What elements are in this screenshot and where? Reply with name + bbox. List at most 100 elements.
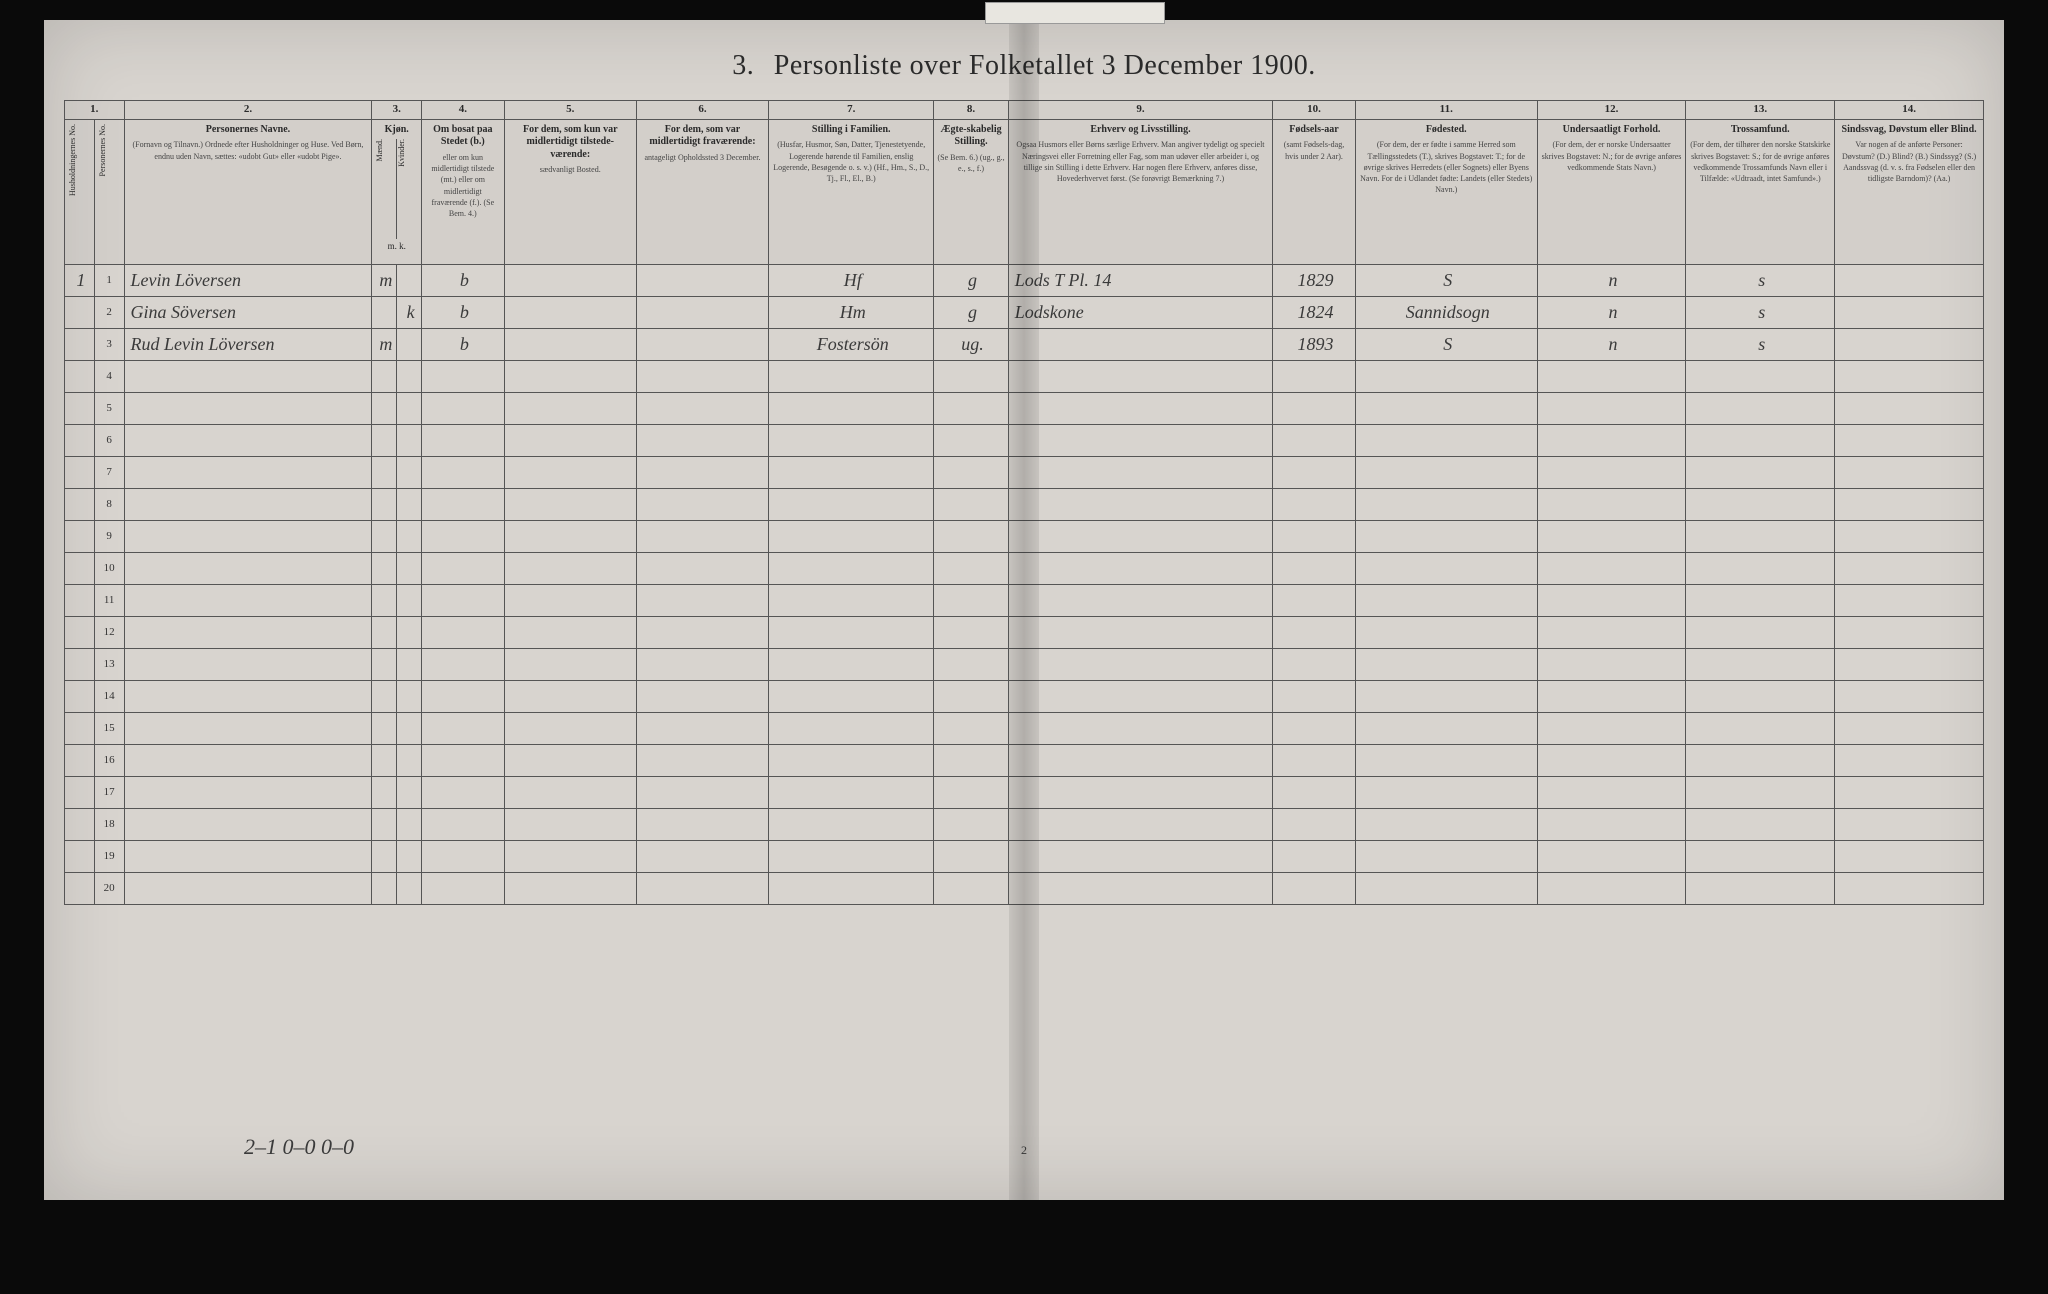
cell-sex-m bbox=[372, 392, 397, 424]
cell-nationality bbox=[1537, 648, 1686, 680]
cell-sex-m bbox=[372, 744, 397, 776]
cell-household-no bbox=[65, 680, 95, 712]
cell-temp-present bbox=[504, 264, 636, 296]
cell-disability bbox=[1835, 744, 1984, 776]
cell-occupation bbox=[1008, 520, 1272, 552]
cell-sex-k bbox=[397, 616, 422, 648]
cell-temp-absent bbox=[636, 488, 768, 520]
cell-nationality bbox=[1537, 488, 1686, 520]
census-form-page: 3. Personliste over Folketallet 3 Decemb… bbox=[44, 20, 2004, 1200]
cell-family-pos: Fostersön bbox=[769, 328, 934, 360]
cell-sex-k bbox=[397, 712, 422, 744]
cell-person-no: 18 bbox=[94, 808, 124, 840]
cell-person-no: 16 bbox=[94, 744, 124, 776]
cell-religion bbox=[1686, 616, 1835, 648]
cell-temp-absent bbox=[636, 296, 768, 328]
hdr-sex: Kjøn. Mænd. Kvinder. m. k. bbox=[372, 119, 422, 264]
colnum-12: 12. bbox=[1537, 101, 1686, 120]
cell-marital bbox=[934, 616, 1008, 648]
hdr-disability: Sindssvag, Døvstum eller Blind. Var noge… bbox=[1835, 119, 1984, 264]
cell-person-no: 5 bbox=[94, 392, 124, 424]
table-row: 17 bbox=[65, 776, 1984, 808]
cell-sex-k bbox=[397, 520, 422, 552]
cell-residence: b bbox=[422, 296, 505, 328]
cell-disability bbox=[1835, 776, 1984, 808]
cell-disability bbox=[1835, 264, 1984, 296]
cell-household-no bbox=[65, 712, 95, 744]
cell-marital bbox=[934, 456, 1008, 488]
cell-occupation bbox=[1008, 712, 1272, 744]
cell-residence bbox=[422, 456, 505, 488]
cell-nationality: n bbox=[1537, 328, 1686, 360]
cell-birthyear: 1824 bbox=[1273, 296, 1356, 328]
cell-residence bbox=[422, 616, 505, 648]
cell-family-pos bbox=[769, 712, 934, 744]
cell-birthyear bbox=[1273, 456, 1356, 488]
cell-name: Rud Levin Löversen bbox=[124, 328, 372, 360]
cell-religion bbox=[1686, 648, 1835, 680]
cell-birthyear bbox=[1273, 808, 1356, 840]
cell-household-no bbox=[65, 392, 95, 424]
colnum-1: 1. bbox=[65, 101, 125, 120]
cell-residence bbox=[422, 520, 505, 552]
cell-marital bbox=[934, 392, 1008, 424]
cell-temp-present bbox=[504, 424, 636, 456]
cell-family-pos bbox=[769, 616, 934, 648]
cell-religion: s bbox=[1686, 264, 1835, 296]
cell-family-pos bbox=[769, 424, 934, 456]
cell-temp-absent bbox=[636, 392, 768, 424]
cell-temp-present bbox=[504, 840, 636, 872]
cell-birthyear bbox=[1273, 648, 1356, 680]
cell-temp-present bbox=[504, 456, 636, 488]
cell-birthplace bbox=[1355, 488, 1537, 520]
cell-household-no bbox=[65, 648, 95, 680]
cell-sex-m bbox=[372, 680, 397, 712]
cell-household-no bbox=[65, 776, 95, 808]
cell-name bbox=[124, 680, 372, 712]
cell-religion bbox=[1686, 392, 1835, 424]
cell-occupation bbox=[1008, 456, 1272, 488]
page-number: 2 bbox=[1021, 1143, 1027, 1158]
cell-nationality bbox=[1537, 392, 1686, 424]
cell-household-no bbox=[65, 808, 95, 840]
cell-disability bbox=[1835, 520, 1984, 552]
cell-household-no bbox=[65, 520, 95, 552]
cell-occupation bbox=[1008, 392, 1272, 424]
cell-name bbox=[124, 392, 372, 424]
cell-household-no bbox=[65, 424, 95, 456]
cell-birthyear bbox=[1273, 776, 1356, 808]
hdr-person-no: Personernes No. bbox=[94, 119, 124, 264]
hdr-occupation: Erhverv og Livsstilling. Ogsaa Husmors e… bbox=[1008, 119, 1272, 264]
cell-family-pos bbox=[769, 360, 934, 392]
cell-temp-absent bbox=[636, 424, 768, 456]
cell-occupation bbox=[1008, 360, 1272, 392]
cell-sex-k bbox=[397, 360, 422, 392]
cell-birthplace bbox=[1355, 520, 1537, 552]
cell-family-pos bbox=[769, 488, 934, 520]
cell-nationality: n bbox=[1537, 296, 1686, 328]
cell-person-no: 3 bbox=[94, 328, 124, 360]
cell-religion: s bbox=[1686, 328, 1835, 360]
cell-sex-m bbox=[372, 424, 397, 456]
cell-disability bbox=[1835, 584, 1984, 616]
cell-nationality bbox=[1537, 424, 1686, 456]
cell-temp-present bbox=[504, 328, 636, 360]
hdr-marital: Ægte-skabelig Stilling. (Se Bem. 6.) (ug… bbox=[934, 119, 1008, 264]
header-description-row: Husholdningernes No. Personernes No. Per… bbox=[65, 119, 1984, 264]
cell-sex-m bbox=[372, 808, 397, 840]
cell-name bbox=[124, 360, 372, 392]
cell-person-no: 15 bbox=[94, 712, 124, 744]
cell-religion bbox=[1686, 744, 1835, 776]
cell-marital bbox=[934, 712, 1008, 744]
cell-birthplace bbox=[1355, 584, 1537, 616]
table-row: 11 bbox=[65, 584, 1984, 616]
cell-person-no: 6 bbox=[94, 424, 124, 456]
cell-sex-m bbox=[372, 872, 397, 904]
cell-religion bbox=[1686, 776, 1835, 808]
cell-sex-m bbox=[372, 520, 397, 552]
cell-occupation bbox=[1008, 616, 1272, 648]
cell-residence bbox=[422, 488, 505, 520]
cell-occupation bbox=[1008, 648, 1272, 680]
cell-religion bbox=[1686, 552, 1835, 584]
hdr-birthyear: Fødsels-aar (samt Fødsels-dag, hvis unde… bbox=[1273, 119, 1356, 264]
